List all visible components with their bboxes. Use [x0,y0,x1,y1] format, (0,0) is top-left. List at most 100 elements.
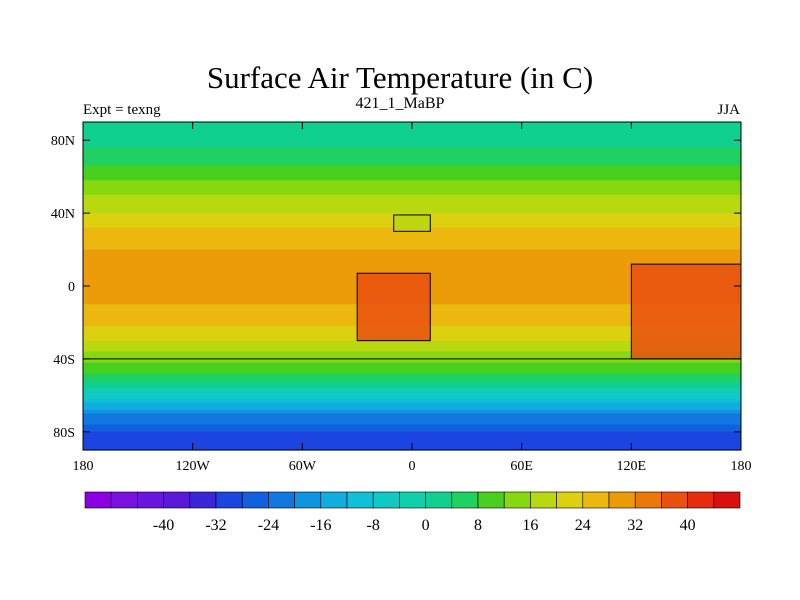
temperature-band [83,340,741,345]
x-axis: 180 120W 60W 0 60E 120E 180 [73,122,752,474]
temperature-band [83,234,741,240]
temperature-band [83,439,741,444]
temperature-band [83,384,741,389]
temperature-band [83,180,741,185]
temperature-band [83,409,741,415]
colorbar-label: -24 [258,517,279,534]
temperature-band [83,132,741,138]
y-tick-label: 40N [51,207,75,222]
y-tick-label: 40S [53,353,75,368]
colorbar-box [582,491,610,509]
colorbar-box [163,491,191,509]
x-tick-label: 120W [176,459,211,474]
colorbar: -40 -32 -24 -16 -8 0 8 16 24 32 40 [84,491,741,534]
colorbar-label: -8 [367,517,380,534]
colorbar-label: -16 [310,517,331,534]
temperature-band [83,191,741,196]
temperature-band [83,267,741,273]
temperature-band [83,143,741,149]
temperature-band [83,169,741,174]
temperature-band [83,176,741,181]
temperature-band [83,231,741,236]
temperature-band [83,355,741,360]
colorbar-box [346,491,374,509]
colorbar-box [137,491,164,509]
colorbar-label: 16 [522,517,538,534]
colorbar-box [503,491,531,509]
temperature-band [83,344,741,349]
y-tick-label: 80S [53,426,75,441]
colorbar-box [189,491,217,509]
colorbar-label: 32 [627,517,643,534]
colorbar-box [608,491,636,509]
colorbar-label: 8 [474,517,482,534]
colorbar-box [84,491,112,509]
colorbar-box [215,491,243,509]
temperature-band [83,373,741,378]
chart-subtitle: 421_1_MaBP [355,95,445,112]
continent-anomaly [631,264,741,359]
x-tick-label: 0 [409,459,416,474]
temperature-band [83,194,741,200]
colorbar-box [530,491,557,509]
temperature-band [83,187,741,192]
x-tick-label: 180 [731,459,752,474]
colorbar-box [634,491,662,509]
temperature-band [83,398,741,404]
temperature-band [83,202,741,207]
temperature-band [83,209,741,214]
temperature-band [83,242,741,247]
temperature-band [83,256,741,262]
temperature-band [83,388,741,393]
colorbar-box [399,491,426,509]
colorbar-box [372,491,400,509]
coastline [393,214,431,232]
colorbar-box [268,491,295,509]
x-tick-label: 60E [510,459,533,474]
temperature-band [83,154,741,160]
temperature-band [83,395,741,400]
colorbar-box [110,491,138,509]
colorbar-label: 24 [575,517,591,534]
colorbar-box [320,491,348,509]
temperature-band [83,205,741,211]
temperature-band [83,129,741,134]
temperature-band [83,245,741,251]
temperature-band [83,377,741,382]
continent-anomaly [357,273,431,341]
season-label: JJA [717,102,740,118]
temperature-band [83,435,741,440]
temperature-band [83,238,741,243]
colorbar-box [661,491,688,509]
y-tick-label: 80N [51,134,75,149]
temperature-band [83,424,741,429]
temperature-band [83,136,741,141]
temperature-band [83,417,741,422]
y-tick-label: 0 [68,280,75,295]
colorbar-box [713,491,741,509]
coastline [356,272,431,342]
temperature-band [83,158,741,163]
temperature-band [83,162,741,167]
temperature-band [83,362,741,367]
colorbar-box [451,491,479,509]
temperature-band [83,428,741,433]
temperature-band [83,253,741,258]
temperature-band [83,347,741,353]
x-tick-label: 180 [73,459,94,474]
temperature-band [83,358,741,364]
temperature-band [83,369,741,375]
temperature-band [83,391,741,396]
temperature-field [83,122,741,451]
temperature-band [83,402,741,407]
colorbar-box [556,491,584,509]
colorbar-box [294,491,322,509]
x-tick-label: 60W [289,459,317,474]
colorbar-label: -32 [205,517,226,534]
temperature-band [83,380,741,385]
temperature-band [83,420,741,426]
chart-title: Surface Air Temperature (in C) [206,60,594,95]
temperature-band [83,413,741,418]
experiment-label: Expt = texng [83,102,161,118]
